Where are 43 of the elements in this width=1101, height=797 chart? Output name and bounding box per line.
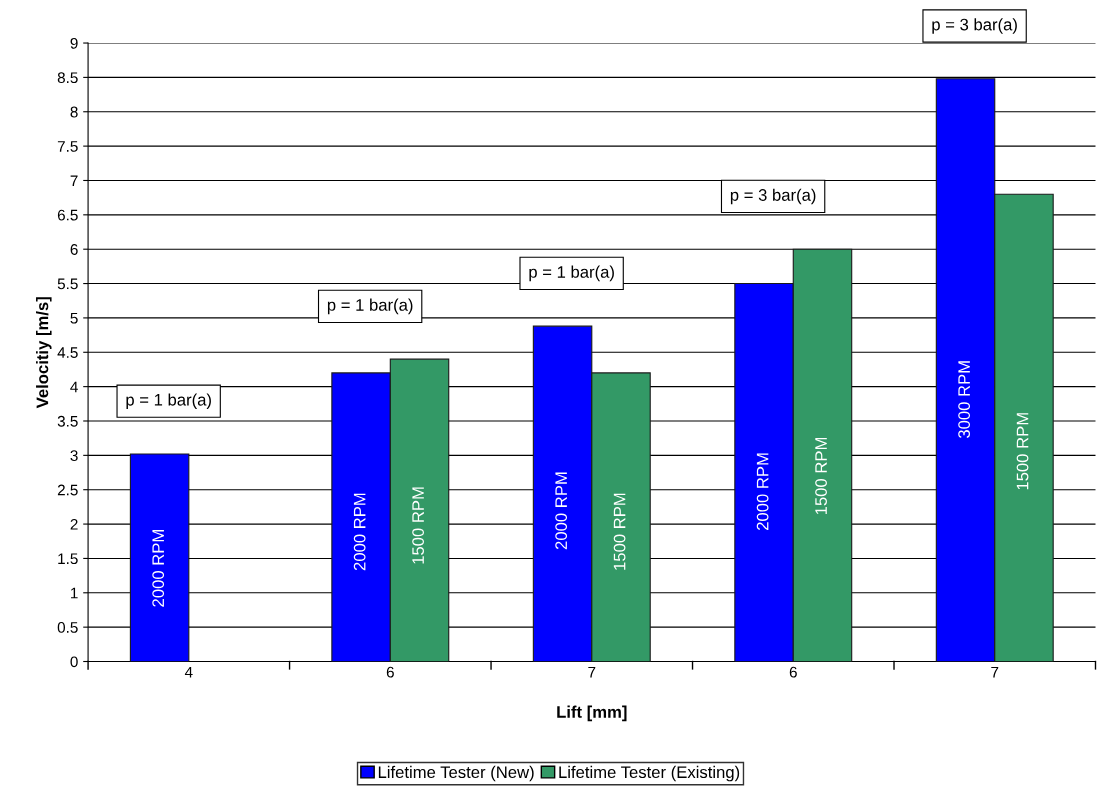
- annotation: 2000 RPM: [152, 530, 165, 607]
- annotation: p = 1 bar(a): [327, 298, 413, 315]
- y-tick-label: 3: [70, 450, 78, 462]
- y-tick-label: 4: [70, 381, 78, 393]
- y-tick-label: 5.5: [57, 278, 78, 290]
- y-tick-label: 0.5: [57, 622, 78, 633]
- y-tick-label: 1: [71, 587, 78, 599]
- annotation: 1500 RPM: [613, 493, 626, 570]
- annotation: 1500 RPM: [1016, 413, 1029, 490]
- y-tick-label: 7: [70, 175, 78, 187]
- annotation: 2000 RPM: [555, 472, 568, 550]
- x-tick-label: 4: [184, 666, 193, 678]
- y-tick-label: 3.5: [57, 415, 78, 427]
- x-tick-label: 7: [991, 666, 999, 678]
- x-tick-label: 6: [386, 666, 394, 678]
- y-tick-label: 2.5: [57, 484, 78, 496]
- y-tick-label: 5: [70, 312, 78, 324]
- y-tick-label: 6.5: [57, 209, 78, 221]
- y-tick-label: 2: [70, 518, 78, 530]
- y-tick-label: 7.5: [57, 141, 78, 152]
- annotation: 1500 RPM: [412, 487, 424, 564]
- x-axis-title: Lift [mm]: [557, 705, 627, 722]
- text: p = 3 bar(a): [932, 18, 1017, 34]
- annotation: p = 1 bar(a): [126, 393, 211, 409]
- annotation: 1500 RPM: [815, 437, 827, 515]
- bar: [129, 453, 190, 662]
- y-tick-label: 0: [70, 656, 78, 668]
- y-tick-label: 9: [70, 37, 78, 49]
- y-tick-label: 1.5: [58, 553, 78, 565]
- y-tick-label: 6: [70, 244, 78, 255]
- y-tick-label: 8.5: [57, 72, 78, 84]
- y-tick-label: 4.5: [57, 347, 78, 358]
- legend-label: Lifetime Tester (Existing): [559, 765, 740, 782]
- x-tick-label: 7: [588, 666, 596, 678]
- annotation: 2000 RPM: [756, 453, 769, 530]
- annotation: p = 3 bar(a): [730, 188, 816, 205]
- x-tick-label: 6: [789, 666, 797, 678]
- y-axis-title: Velocitiy [m/s]: [36, 297, 52, 409]
- annotation: 2000 RPM: [353, 493, 366, 571]
- legend-label: Lifetime Tester (New): [378, 765, 534, 782]
- annotation: 3000 RPM: [958, 361, 971, 439]
- annotation: p = 1 bar(a): [529, 265, 614, 282]
- y-tick-label: 8: [70, 106, 78, 118]
